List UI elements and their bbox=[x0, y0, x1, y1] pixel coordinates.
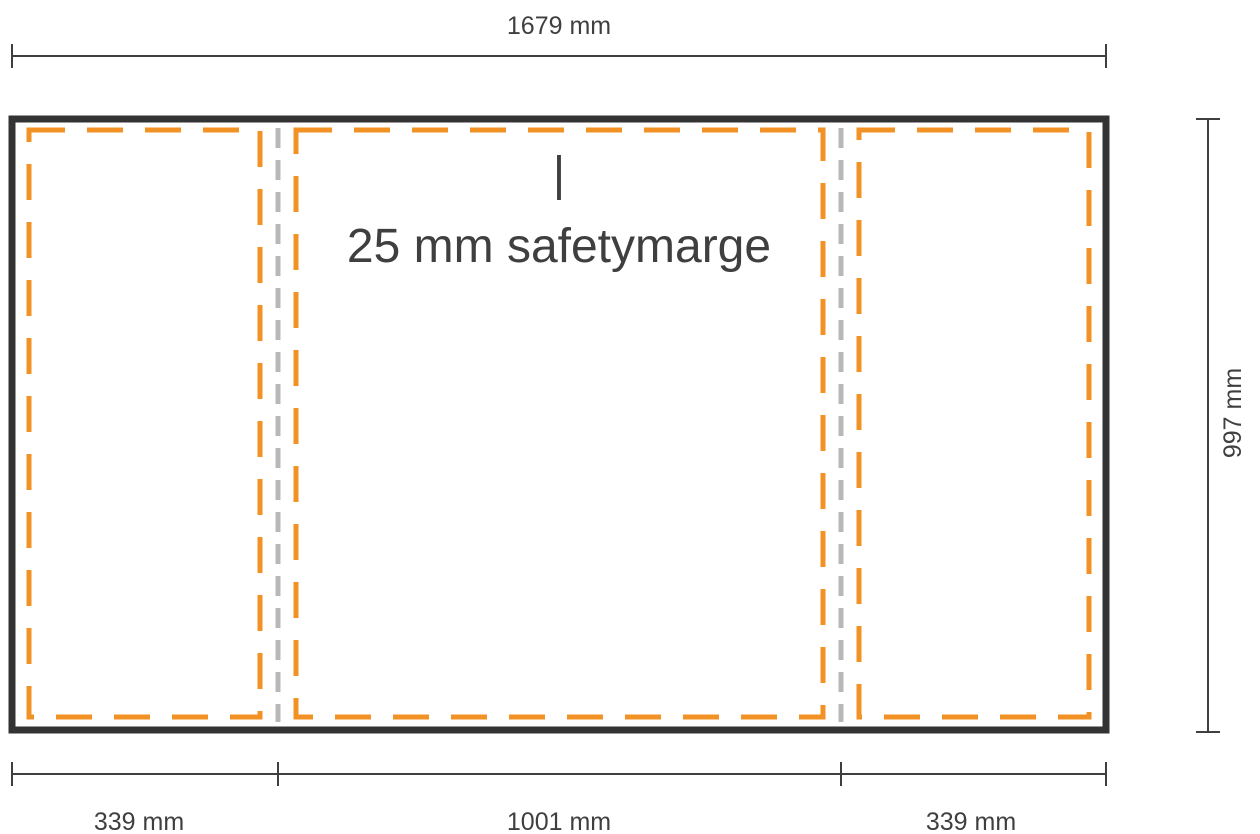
bottom-dimension: 339 mm 1001 mm 339 mm bbox=[11, 762, 1107, 834]
banner-outline bbox=[8, 115, 1110, 734]
safety-margin-center-panel bbox=[293, 127, 826, 720]
safety-margin-label: 25 mm safetymarge bbox=[347, 220, 771, 273]
center-panel-width-label: 1001 mm bbox=[507, 808, 611, 834]
safety-margin-right-panel bbox=[856, 127, 1092, 720]
total-height-label: 997 mm bbox=[1219, 368, 1247, 458]
safety-margin-annotation: | 25 mm safetymarge bbox=[347, 148, 771, 273]
top-dimension: 1679 mm bbox=[11, 12, 1107, 68]
left-panel-width-label: 339 mm bbox=[94, 808, 184, 834]
right-dimension: 997 mm bbox=[1196, 118, 1247, 733]
total-width-label: 1679 mm bbox=[507, 12, 611, 40]
safety-margin-marker: | bbox=[553, 148, 565, 201]
right-panel-width-label: 339 mm bbox=[926, 808, 1016, 834]
safety-margin-left-panel bbox=[26, 127, 263, 720]
